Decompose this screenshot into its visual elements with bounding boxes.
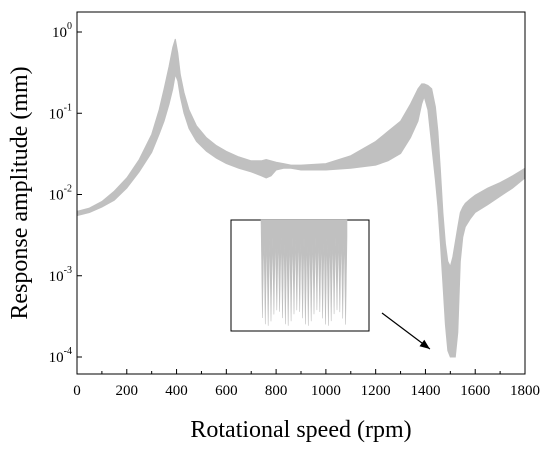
annotation-layer xyxy=(381,312,431,350)
x-tick-label: 1000 xyxy=(311,383,341,399)
annotation-arrow-head xyxy=(419,339,430,349)
inset-layer xyxy=(230,219,370,332)
y-tick-label: 10-3 xyxy=(49,265,72,285)
x-tick-label: 400 xyxy=(165,383,188,399)
x-tick-label: 1600 xyxy=(460,383,490,399)
x-axis-title: Rotational speed (rpm) xyxy=(190,417,411,443)
x-tick-label: 0 xyxy=(73,383,81,399)
x-tick-label: 1800 xyxy=(510,383,540,399)
y-axis-title: Response amplitude (mm) xyxy=(7,66,33,319)
y-tick-label: 10-4 xyxy=(49,346,72,366)
x-tick-label: 600 xyxy=(215,383,238,399)
y-tick-label: 100 xyxy=(52,21,72,41)
y-tick-label: 10-1 xyxy=(49,102,72,122)
x-tick-label: 200 xyxy=(116,383,139,399)
y-tick-label: 10-2 xyxy=(49,184,72,204)
inset-oscillation-band xyxy=(260,219,348,326)
tick-layer: 0 200 400 600 800 1000 1200 1400 1600 1800 10-4 10-… xyxy=(49,21,540,399)
x-tick-label: 800 xyxy=(265,383,288,399)
x-tick-label: 1200 xyxy=(361,383,391,399)
x-tick-label: 1400 xyxy=(410,383,440,399)
